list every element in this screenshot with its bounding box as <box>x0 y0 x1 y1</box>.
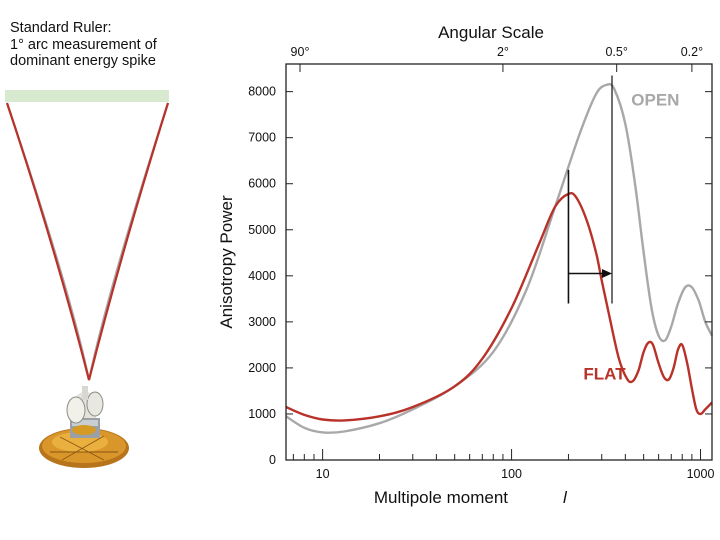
top-tick-label: 2° <box>497 45 509 59</box>
annotation-flat: FLAT <box>583 364 626 383</box>
y-axis-label: Anisotropy Power <box>217 195 236 329</box>
y-tick-label: 3000 <box>248 315 276 329</box>
y-tick-label: 8000 <box>248 85 276 99</box>
shift-arrow-head <box>602 269 613 279</box>
x-tick-label: 100 <box>501 467 522 481</box>
series-line-open <box>285 82 714 434</box>
flat-ruler-lines <box>5 102 170 381</box>
ruler-caption-line: Standard Ruler: <box>10 20 112 36</box>
ruler-caption-line: 1° arc measurement of <box>10 36 157 53</box>
x-tick-label: 1000 <box>687 467 715 481</box>
top-tick-label: 90° <box>291 45 310 59</box>
x-axis-symbol: l <box>563 488 568 507</box>
y-tick-label: 0 <box>269 453 276 467</box>
y-tick-label: 5000 <box>248 223 276 237</box>
sky-band <box>5 90 169 102</box>
annotation-open: OPEN <box>631 90 679 109</box>
y-tick-label: 1000 <box>248 407 276 421</box>
ruler-caption: Standard Ruler: 1° arc measurement of do… <box>10 20 185 70</box>
x-axis-label: Multipole moment <box>374 488 508 507</box>
x-tick-label: 10 <box>316 467 330 481</box>
standard-ruler-diagram <box>5 90 170 468</box>
plot-frame <box>285 63 713 461</box>
y-tick-label: 6000 <box>248 177 276 191</box>
series-line-flat <box>285 191 713 422</box>
top-tick-label: 0.2° <box>681 45 703 59</box>
ruler-caption-line: dominant energy spike <box>10 53 156 69</box>
y-tick-label: 7000 <box>248 131 276 145</box>
top-tick-label: 0.5° <box>605 45 627 59</box>
y-tick-label: 2000 <box>248 361 276 375</box>
spacecraft-illustration <box>39 386 129 468</box>
y-tick-label: 4000 <box>248 269 276 283</box>
top-axis-title: Angular Scale <box>438 23 544 42</box>
